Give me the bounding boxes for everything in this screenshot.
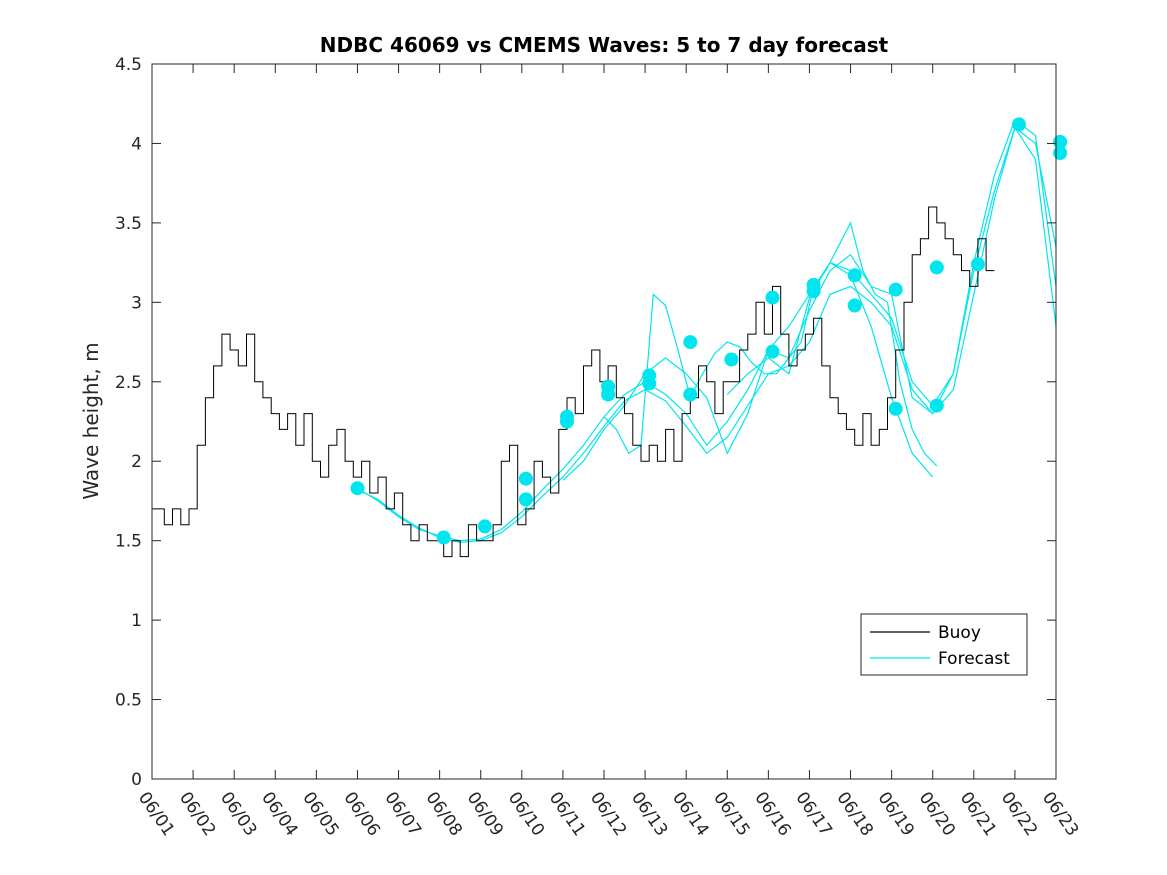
x-tick-label: 06/18 [832,788,876,840]
forecast-markers [350,117,1068,545]
forecast-marker [518,492,533,507]
legend-label-buoy: Buoy [938,623,981,643]
forecast-marker [436,530,451,545]
forecast-marker [888,282,903,297]
forecast-marker [518,471,533,486]
forecast-marker [683,335,698,350]
forecast-marker [724,352,739,367]
forecast-marker [683,387,698,402]
x-tick-label: 06/21 [956,788,1000,840]
legend-box [860,613,1028,676]
forecast-marker [970,257,985,272]
forecast-run-line [357,118,1057,542]
forecast-marker [560,409,574,424]
y-axis-label: Wave height, m [79,342,103,499]
y-tick-label: 3.5 [115,214,142,234]
y-tick-label: 2 [131,452,142,472]
forecast-marker [929,398,944,413]
forecast-marker [642,368,657,383]
forecast-marker [601,379,616,394]
y-tick-label: 1.5 [115,532,142,552]
chart-title: NDBC 46069 vs CMEMS Waves: 5 to 7 day fo… [320,33,889,57]
forecast-marker [847,268,862,283]
x-tick-label: 06/22 [997,788,1041,840]
x-tick-label: 06/15 [709,788,753,840]
forecast-marker [765,344,780,359]
x-tick-label: 06/06 [339,788,383,840]
y-tick-label: 0 [131,770,142,790]
forecast-marker [477,519,492,534]
y-tick-label: 2.5 [115,373,142,393]
x-tick-label: 06/14 [668,788,712,840]
forecast-run-line [726,261,934,478]
y-tick-label: 4 [131,134,142,154]
x-tick-label: 06/13 [627,788,671,840]
x-tick-label: 06/03 [216,788,260,840]
x-tick-label: 06/07 [380,788,424,840]
x-tick-label: 06/20 [915,788,959,840]
x-tick-label: 06/19 [874,788,918,840]
y-tick-label: 1 [131,611,142,631]
legend-label-forecast: Forecast [938,649,1010,669]
x-tick-label: 06/23 [1038,788,1082,840]
y-tick-label: 3 [131,293,142,313]
x-tick-label: 06/08 [422,788,466,840]
x-axis: 06/0106/0206/0306/0406/0506/0606/0706/08… [134,64,1082,840]
buoy-line [152,206,995,558]
x-tick-label: 06/02 [175,788,219,840]
x-tick-label: 06/12 [586,788,630,840]
y-axis: 0 0.5 1 1.5 2 2.5 3 3.5 4 4.5 [115,55,1056,790]
forecast-marker [1053,146,1068,160]
forecast-marker [1053,134,1068,149]
forecast-marker [806,284,821,299]
x-tick-label: 06/17 [791,788,835,840]
legend: Buoy Forecast [860,613,1028,676]
x-tick-label: 06/05 [298,788,342,840]
forecast-run-line [603,221,938,467]
x-tick-label: 06/09 [463,788,507,840]
x-tick-label: 06/04 [257,788,301,840]
forecast-run-line [357,126,1057,543]
forecast-marker [765,290,780,305]
forecast-marker [888,401,903,416]
y-tick-label: 0.5 [115,691,142,711]
x-tick-label: 06/11 [545,788,589,840]
y-tick-label: 4.5 [115,55,142,75]
x-tick-label: 06/16 [750,788,794,840]
forecast-marker [350,481,365,496]
forecast-marker [847,298,862,313]
x-tick-label: 06/01 [134,788,178,840]
plot-lines [152,118,1057,558]
forecast-marker [1012,117,1026,132]
x-tick-label: 06/10 [504,788,548,840]
forecast-marker [929,260,944,275]
